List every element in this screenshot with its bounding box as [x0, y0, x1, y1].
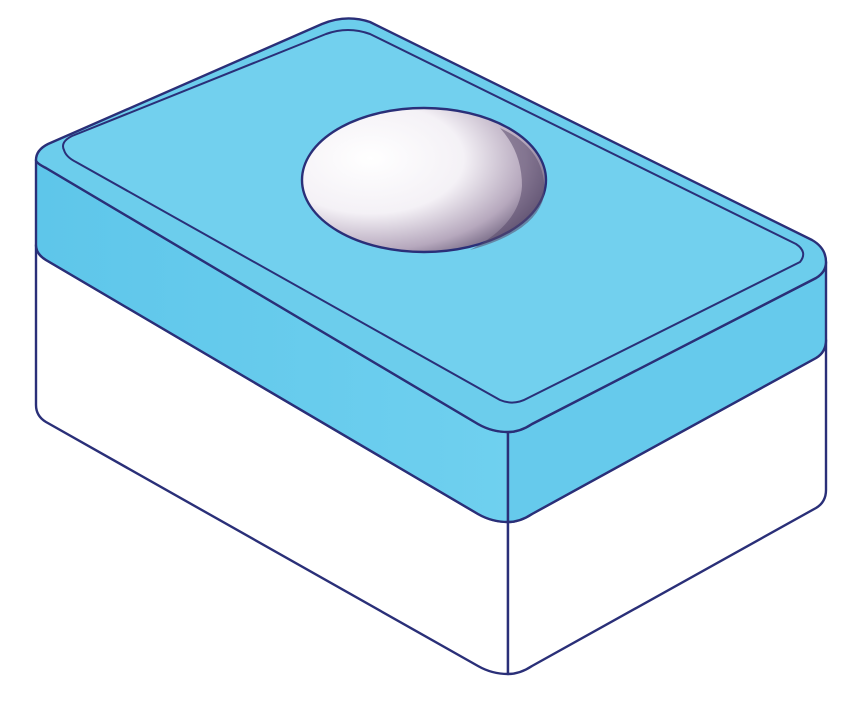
recess-shadow-edge [470, 128, 545, 250]
spherical-recess [300, 106, 548, 254]
